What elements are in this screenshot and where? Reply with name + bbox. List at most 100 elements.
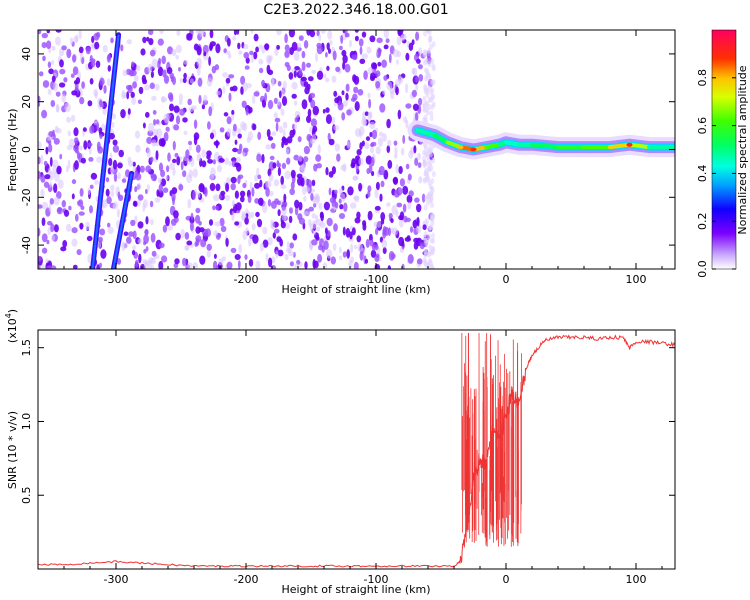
noise-cell bbox=[186, 240, 193, 246]
noise-cell bbox=[356, 211, 361, 220]
noise-cell bbox=[83, 140, 88, 150]
noise-cell bbox=[79, 188, 84, 197]
noise-cell bbox=[41, 42, 47, 49]
noise-cell bbox=[371, 62, 377, 70]
noise-cell bbox=[203, 51, 207, 57]
noise-cell bbox=[300, 76, 307, 82]
noise-cell bbox=[418, 97, 423, 106]
noise-cell bbox=[316, 70, 324, 81]
noise-cell bbox=[106, 196, 112, 205]
noise-cell bbox=[423, 248, 428, 255]
noise-cell bbox=[358, 182, 363, 192]
noise-cell bbox=[146, 36, 150, 42]
noise-cell bbox=[280, 108, 285, 116]
noise-cell bbox=[349, 39, 352, 48]
noise-cell bbox=[293, 154, 300, 161]
noise-cell bbox=[291, 41, 298, 52]
noise-cell bbox=[220, 190, 226, 196]
noise-cell bbox=[166, 67, 173, 75]
noise-cell bbox=[334, 97, 340, 104]
noise-cell bbox=[173, 105, 180, 113]
noise-cell bbox=[399, 178, 405, 187]
noise-cell bbox=[301, 61, 306, 72]
noise-cell bbox=[367, 111, 372, 122]
noise-cell bbox=[402, 203, 407, 213]
noise-cell bbox=[49, 181, 53, 188]
noise-cell bbox=[289, 188, 296, 196]
noise-cell bbox=[430, 245, 435, 252]
noise-cell bbox=[386, 81, 393, 91]
noise-cell bbox=[430, 265, 435, 269]
noise-cell bbox=[341, 90, 345, 96]
noise-cell bbox=[147, 257, 155, 264]
noise-cell bbox=[41, 217, 46, 226]
noise-cell bbox=[137, 194, 144, 201]
noise-cell bbox=[74, 160, 79, 170]
noise-cell bbox=[415, 84, 419, 91]
noise-cell bbox=[247, 195, 252, 204]
noise-cell bbox=[328, 187, 332, 196]
noise-cell bbox=[350, 256, 355, 264]
noise-cell bbox=[237, 148, 242, 155]
noise-cell bbox=[146, 136, 153, 145]
noise-cell bbox=[53, 171, 60, 182]
noise-cell bbox=[48, 203, 52, 213]
noise-cell bbox=[240, 195, 245, 203]
snr-x-label: Height of straight line (km) bbox=[281, 583, 430, 596]
noise-cell bbox=[265, 144, 272, 150]
noise-cell bbox=[231, 210, 235, 221]
noise-cell bbox=[214, 221, 221, 227]
noise-cell bbox=[46, 239, 50, 245]
noise-cell bbox=[231, 200, 235, 208]
noise-cell bbox=[281, 96, 288, 106]
noise-cell bbox=[304, 86, 310, 95]
noise-cell bbox=[311, 133, 316, 144]
noise-cell bbox=[65, 223, 72, 232]
noise-cell bbox=[234, 254, 241, 260]
noise-cell bbox=[268, 55, 273, 61]
noise-cell bbox=[414, 197, 420, 203]
noise-cell bbox=[107, 226, 114, 234]
noise-cell bbox=[266, 128, 271, 138]
noise-cell bbox=[386, 118, 391, 129]
noise-cell bbox=[245, 107, 249, 116]
noise-cell bbox=[264, 43, 270, 50]
noise-cell bbox=[67, 130, 72, 137]
noise-cell bbox=[422, 177, 427, 184]
noise-cell bbox=[180, 228, 185, 239]
noise-cell bbox=[338, 246, 342, 254]
noise-cell bbox=[353, 75, 360, 85]
noise-cell bbox=[242, 182, 247, 189]
noise-cell bbox=[271, 221, 275, 230]
noise-cell bbox=[428, 183, 433, 190]
noise-cell bbox=[163, 113, 170, 123]
noise-cell bbox=[296, 173, 303, 179]
noise-cell bbox=[41, 109, 48, 119]
noise-cell bbox=[171, 48, 177, 57]
noise-cell bbox=[303, 211, 310, 216]
noise-cell bbox=[316, 45, 323, 55]
noise-cell bbox=[54, 125, 59, 133]
noise-cell bbox=[226, 177, 231, 184]
noise-cell bbox=[235, 202, 242, 211]
snr-y-scale: (x104) bbox=[4, 309, 19, 343]
noise-cell bbox=[88, 147, 92, 155]
noise-cell bbox=[381, 59, 387, 68]
noise-cell bbox=[239, 190, 246, 197]
noise-cell bbox=[175, 54, 179, 60]
noise-cell bbox=[379, 193, 383, 202]
noise-cell bbox=[38, 71, 44, 77]
noise-cell bbox=[173, 210, 179, 219]
noise-cell bbox=[242, 230, 247, 241]
y-tick-label: 20 bbox=[20, 95, 33, 109]
noise-cell bbox=[259, 242, 264, 252]
noise-cell bbox=[430, 103, 435, 110]
noise-cell bbox=[53, 224, 59, 233]
noise-cell bbox=[251, 187, 255, 197]
noise-cell bbox=[165, 126, 171, 133]
noise-cell bbox=[72, 66, 79, 76]
noise-cell bbox=[226, 116, 232, 125]
noise-cell bbox=[284, 44, 290, 52]
noise-cell bbox=[387, 139, 392, 147]
noise-cell bbox=[342, 61, 346, 70]
